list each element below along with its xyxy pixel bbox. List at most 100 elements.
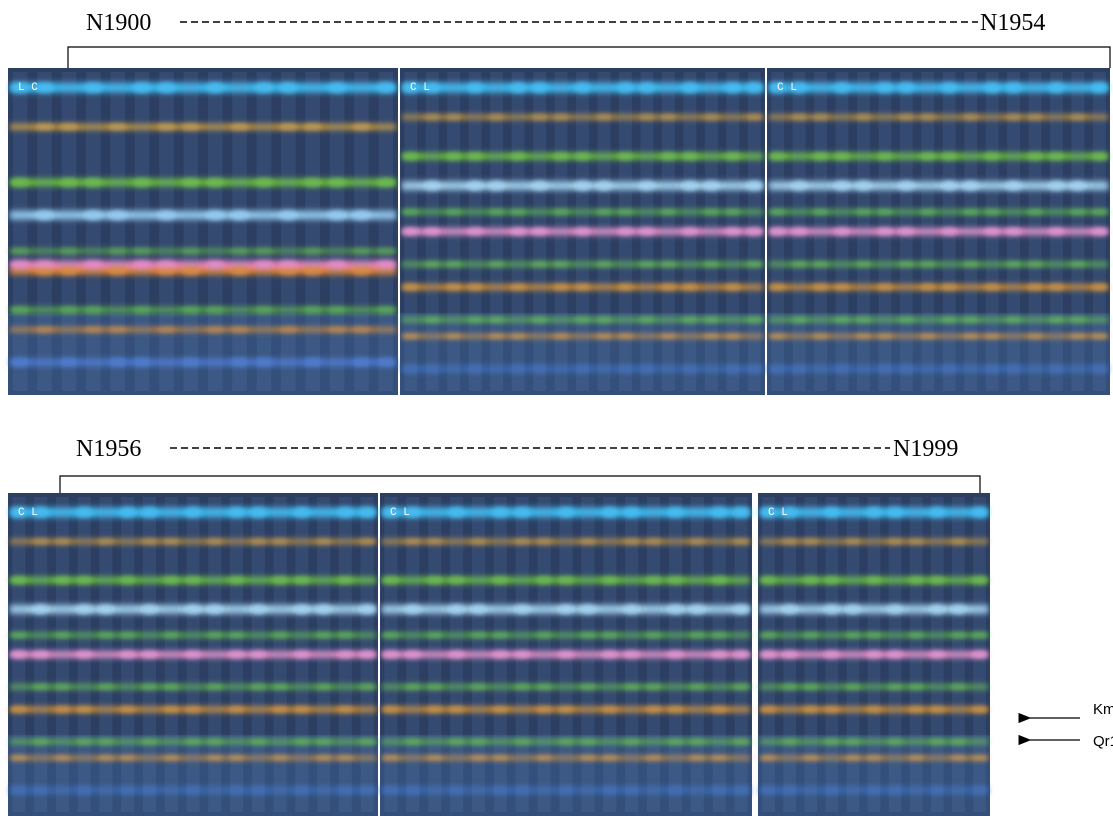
spot: [132, 248, 152, 254]
spot: [315, 738, 332, 745]
spot: [1026, 114, 1044, 120]
lane: [683, 72, 697, 391]
spot: [509, 82, 527, 94]
lane: [646, 497, 661, 812]
lane: [825, 497, 839, 812]
spot: [760, 632, 777, 638]
lane: [12, 72, 28, 391]
spot: [492, 506, 509, 518]
spot: [108, 210, 127, 221]
spot: [10, 785, 28, 795]
spot: [97, 538, 115, 545]
spot: [557, 785, 575, 795]
spot: [315, 538, 332, 545]
spot: [908, 706, 925, 713]
spot: [535, 632, 553, 638]
spot: [574, 283, 591, 291]
lane: [1007, 72, 1020, 391]
spot: [75, 650, 93, 659]
spot: [254, 260, 274, 269]
spot: [132, 306, 152, 314]
spot: [623, 738, 640, 745]
spot: [184, 604, 202, 615]
lane: [511, 72, 525, 391]
lane: [640, 72, 654, 391]
spot: [10, 755, 28, 761]
spot: [1005, 317, 1022, 323]
spot: [35, 260, 54, 269]
bands: [769, 82, 1108, 373]
spot: [84, 178, 103, 187]
lane: [493, 497, 507, 812]
lane: [804, 497, 818, 812]
spot: [833, 180, 851, 191]
spot: [724, 209, 741, 215]
lane: [490, 72, 504, 391]
spot: [228, 785, 245, 795]
spot: [1048, 364, 1065, 374]
spot: [865, 506, 883, 518]
spot: [710, 650, 728, 659]
spot: [157, 123, 176, 131]
spot: [688, 604, 706, 615]
spot: [184, 785, 202, 795]
band: [760, 684, 988, 690]
spot: [601, 632, 619, 638]
lane: [930, 497, 944, 812]
spot: [941, 227, 958, 236]
spot: [531, 317, 548, 323]
spot: [710, 785, 728, 795]
spot: [595, 114, 613, 120]
spot: [1069, 209, 1086, 215]
spot: [833, 227, 851, 236]
lane: [447, 72, 461, 391]
spot: [228, 576, 245, 585]
spot: [1048, 82, 1065, 94]
spot: [254, 357, 274, 367]
spot: [1026, 209, 1044, 215]
spot: [162, 538, 180, 545]
spot: [445, 333, 462, 339]
spot: [97, 684, 115, 690]
lane: [734, 497, 748, 812]
spot: [950, 755, 967, 761]
spot: [181, 306, 201, 314]
spot: [855, 317, 872, 323]
spot: [513, 650, 531, 659]
spot: [448, 506, 465, 518]
lane: [295, 497, 309, 812]
spot: [681, 82, 699, 94]
spot: [898, 364, 915, 374]
spot: [10, 632, 28, 638]
band: [769, 209, 1108, 215]
band: [10, 266, 396, 275]
spots: [10, 506, 376, 795]
spot: [623, 604, 640, 615]
spot: [250, 604, 267, 615]
spot: [250, 785, 267, 795]
spot: [791, 317, 808, 323]
spot: [617, 209, 634, 215]
spot: [552, 209, 570, 215]
spot: [1048, 227, 1065, 236]
spot: [919, 333, 936, 339]
spot: [315, 684, 332, 690]
spot: [424, 227, 441, 236]
spot: [424, 82, 441, 94]
spot: [962, 209, 979, 215]
spot: [184, 738, 202, 745]
spot: [32, 738, 49, 745]
band: [402, 334, 763, 339]
spot: [352, 357, 371, 367]
spot: [703, 114, 720, 120]
spot: [983, 364, 1001, 374]
spot: [760, 506, 777, 518]
spot: [54, 538, 71, 545]
lane: [747, 72, 761, 391]
spot: [54, 684, 71, 690]
spot: [908, 684, 925, 690]
lane: [450, 497, 464, 812]
spot: [1026, 333, 1044, 339]
spot: [445, 152, 462, 161]
spot: [466, 227, 484, 236]
